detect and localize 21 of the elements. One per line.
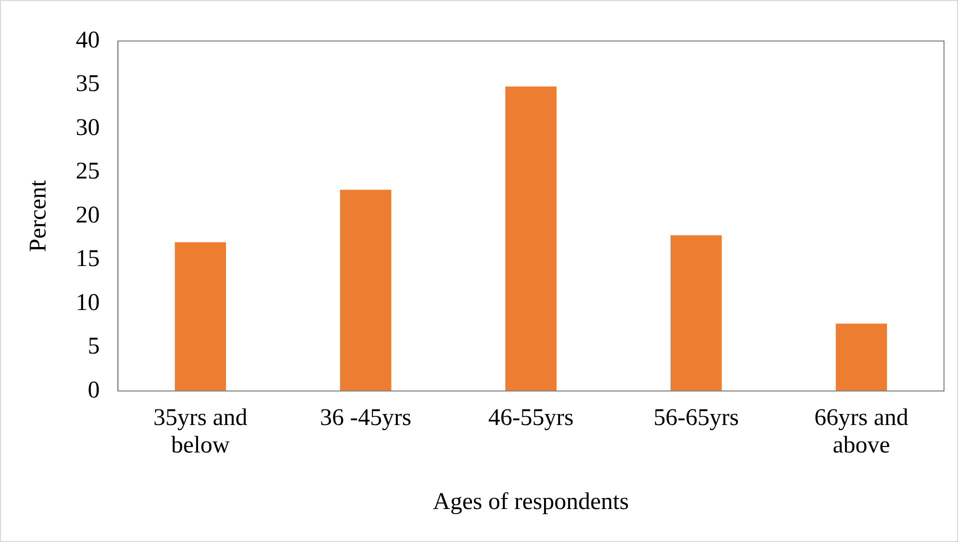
bar	[340, 190, 392, 391]
y-tick-label: 5	[88, 334, 100, 360]
y-axis-title: Percent	[26, 180, 52, 252]
x-tick-label: 35yrs and below	[153, 405, 248, 459]
y-tick-label: 25	[76, 158, 100, 185]
x-tick-label: 66yrs and above	[814, 405, 908, 459]
x-tick-label: 56-65yrs	[653, 405, 739, 432]
bar	[505, 86, 557, 391]
x-tick-label: 36 -45yrs	[320, 405, 412, 432]
y-tick-label: 20	[76, 202, 100, 228]
y-tick-label: 35	[76, 71, 100, 98]
y-tick-label: 10	[76, 290, 100, 316]
bar	[174, 242, 226, 391]
bar	[836, 324, 887, 391]
y-tick-label: 0	[88, 377, 100, 404]
x-tick-label: 46-55yrs	[488, 405, 574, 432]
bar	[670, 235, 722, 391]
y-tick-label: 15	[76, 246, 100, 272]
y-tick-label: 40	[76, 27, 100, 54]
y-tick-label: 30	[76, 114, 100, 141]
x-axis-title: Ages of respondents	[432, 488, 629, 515]
